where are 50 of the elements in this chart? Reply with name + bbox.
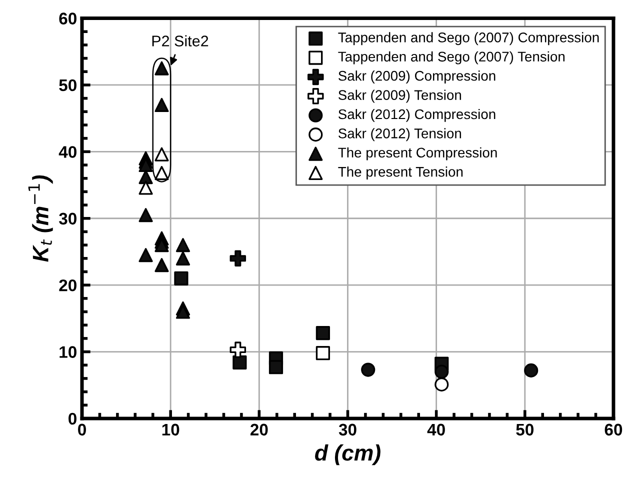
y-tick-label: 40: [58, 146, 76, 158]
point: [174, 271, 188, 286]
y-tick-label: 20: [59, 279, 76, 292]
y-axis-title: K$_{t}$ (m$^{−1}$): [28, 175, 53, 262]
legend-label: Sakr (2009) Compression: [338, 70, 496, 84]
point: [176, 304, 190, 319]
point: [138, 170, 153, 184]
point: [434, 377, 449, 392]
y-tick-label: 0: [68, 412, 76, 425]
point: [524, 363, 538, 378]
point: [154, 61, 169, 76]
point: [230, 250, 246, 267]
point: [434, 364, 449, 379]
point: [268, 360, 284, 374]
y-tick-label: 30: [58, 212, 76, 225]
point: [138, 208, 153, 222]
x-tick-label: 40: [427, 424, 445, 436]
legend-label: Sakr (2009) Tension: [338, 90, 462, 103]
legend-label: Sakr (2012) Compression: [338, 108, 496, 122]
legend-label: The present Tension: [338, 166, 463, 180]
point: [316, 326, 330, 340]
x-tick-label: 10: [162, 424, 180, 436]
legend-label: The present Compression: [338, 147, 497, 160]
annotation: P2 Site2: [152, 35, 208, 46]
x-tick-label: 60: [604, 424, 622, 436]
point: [154, 258, 169, 272]
x-tick-label: 0: [78, 424, 86, 436]
point: [154, 238, 169, 252]
legend-label: Tappenden and Sego (2007) Tension: [338, 51, 565, 64]
point: [316, 346, 330, 360]
point: [176, 238, 190, 252]
point: [230, 342, 246, 358]
y-tick-label: 50: [59, 79, 76, 92]
point: [154, 166, 169, 180]
x-axis-title: d (cm): [315, 444, 380, 466]
x-tick-label: 20: [250, 424, 268, 436]
legend-label: Tappenden and Sego (2007) Compression: [338, 32, 599, 46]
legend-label: Sakr (2012) Tension: [338, 128, 462, 142]
y-tick-label: 60: [59, 12, 76, 24]
point: [176, 251, 190, 266]
point: [138, 158, 153, 172]
point: [361, 362, 376, 377]
x-tick-label: 30: [338, 424, 356, 436]
y-tick-label: 10: [60, 346, 76, 358]
point: [138, 180, 153, 195]
point: [154, 147, 169, 162]
x-tick-label: 50: [516, 424, 534, 436]
point: [138, 248, 153, 262]
point: [232, 355, 247, 370]
point: [154, 98, 169, 112]
